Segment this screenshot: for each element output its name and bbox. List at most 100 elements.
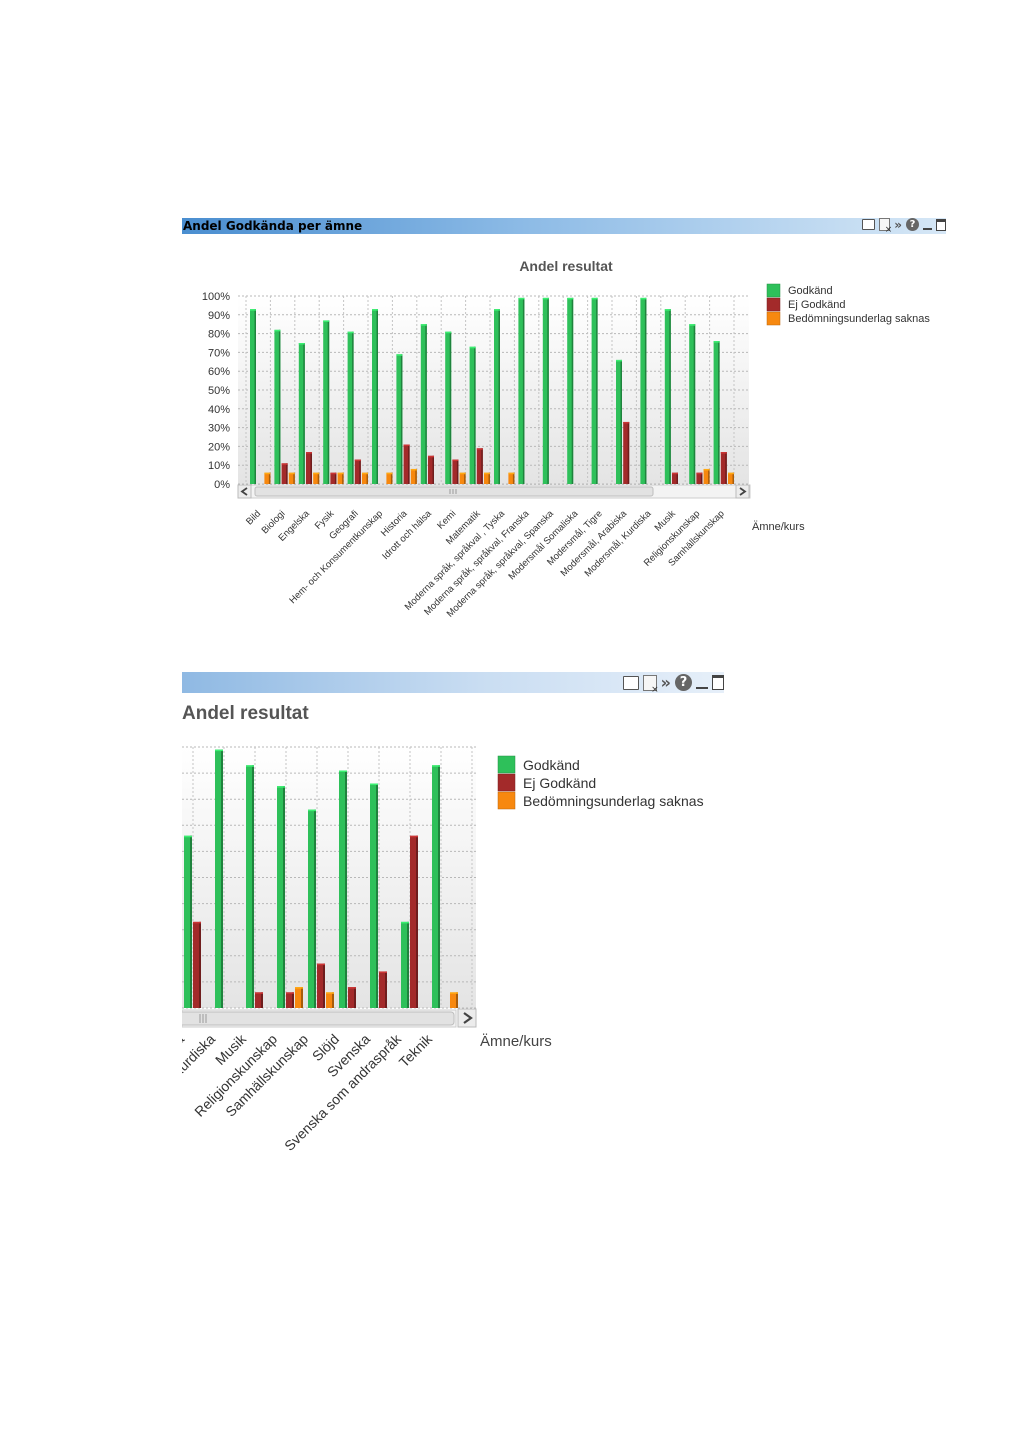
bar-godk-nd-5[interactable]: [339, 770, 347, 1008]
chart-panel-zoomed: » ? Andel resultat kaKurdiskaMusikReligi…: [182, 672, 724, 1172]
bar-ej-godk-nd-2[interactable]: [306, 452, 312, 484]
bar-ej-godk-nd-3[interactable]: [330, 472, 337, 484]
clear-selection-icon[interactable]: [642, 674, 659, 695]
bar-ej-godk-nd-7[interactable]: [428, 455, 434, 484]
bar-godk-nd-7[interactable]: [401, 921, 409, 1008]
print-icon[interactable]: [862, 219, 876, 230]
bar-ej-godk-nd-0[interactable]: [193, 921, 201, 1008]
help-icon[interactable]: ?: [906, 218, 919, 231]
bar-godk-nd-10[interactable]: [494, 309, 500, 484]
legend-swatch: [497, 773, 516, 792]
maximize-icon[interactable]: [712, 675, 724, 690]
bar-godk-nd-1[interactable]: [274, 329, 281, 484]
bar-godk-nd-7[interactable]: [420, 324, 427, 484]
bar-godk-nd-1[interactable]: [215, 749, 223, 1008]
bar-bed-mningsunderlag-saknas-18[interactable]: [703, 468, 710, 484]
chart-1: Andel resultat 0% 10% 20% 30% 40% 50% 60% 70% 80…: [202, 258, 931, 620]
maximize-icon[interactable]: [936, 218, 946, 231]
help-icon[interactable]: ?: [675, 674, 692, 691]
bar-ej-godk-nd-7[interactable]: [410, 835, 418, 1008]
bar-godk-nd-19[interactable]: [713, 341, 720, 484]
bar-bed-mningsunderlag-saknas-10[interactable]: [508, 472, 515, 484]
y-tick-label: 60%: [208, 366, 230, 378]
y-tick-label: 30%: [208, 423, 230, 435]
bar-bed-mningsunderlag-saknas-8[interactable]: [450, 992, 458, 1008]
more-icon[interactable]: »: [660, 672, 671, 692]
bar-ej-godk-nd-3[interactable]: [286, 992, 294, 1008]
bar-bed-mningsunderlag-saknas-1[interactable]: [288, 472, 295, 484]
bar-ej-godk-nd-15[interactable]: [623, 421, 630, 484]
bar-ej-godk-nd-17[interactable]: [672, 472, 678, 484]
bar-bed-mningsunderlag-saknas-0[interactable]: [264, 472, 271, 484]
bar-ej-godk-nd-5[interactable]: [348, 987, 356, 1008]
scroll-left-button[interactable]: [237, 484, 252, 499]
bar-godk-nd-0[interactable]: [250, 309, 256, 484]
bar-ej-godk-nd-6[interactable]: [379, 971, 387, 1008]
bar-godk-nd-4[interactable]: [308, 809, 316, 1008]
bar-bed-mningsunderlag-saknas-4[interactable]: [326, 992, 334, 1008]
bar-bed-mningsunderlag-saknas-3[interactable]: [295, 987, 303, 1008]
chevron-right-icon: [463, 1012, 473, 1024]
legend-item[interactable]: Godkänd: [497, 755, 580, 774]
scrollbar-thumb[interactable]: [254, 486, 654, 497]
horizontal-scrollbar[interactable]: [182, 1008, 477, 1028]
x-axis-title: Ämne/kurs: [480, 1033, 552, 1050]
bar-godk-nd-18[interactable]: [689, 324, 696, 484]
bar-godk-nd-2[interactable]: [298, 343, 305, 484]
print-icon[interactable]: [622, 675, 639, 690]
scroll-right-button[interactable]: [735, 484, 750, 499]
bar-godk-nd-13[interactable]: [567, 297, 574, 484]
y-tick-label: 80%: [208, 329, 230, 341]
bar-bed-mningsunderlag-saknas-3[interactable]: [337, 472, 344, 484]
bar-godk-nd-17[interactable]: [664, 309, 671, 484]
bar-bed-mningsunderlag-saknas-2[interactable]: [313, 472, 320, 484]
bar-godk-nd-3[interactable]: [277, 786, 285, 1008]
bar-ej-godk-nd-18[interactable]: [696, 472, 703, 484]
horizontal-scrollbar[interactable]: [237, 484, 751, 499]
bar-ej-godk-nd-4[interactable]: [354, 459, 361, 484]
bar-godk-nd-12[interactable]: [542, 297, 549, 484]
bar-godk-nd-8[interactable]: [432, 765, 440, 1008]
bar-godk-nd-6[interactable]: [370, 783, 378, 1008]
bar-bed-mningsunderlag-saknas-6[interactable]: [410, 468, 417, 484]
legend-item[interactable]: Ej Godkänd: [497, 773, 596, 792]
bar-godk-nd-14[interactable]: [591, 297, 598, 484]
bar-ej-godk-nd-4[interactable]: [317, 963, 325, 1008]
bar-ej-godk-nd-6[interactable]: [403, 444, 410, 484]
grip-icon: [199, 1014, 207, 1023]
bar-godk-nd-5[interactable]: [372, 309, 378, 484]
y-tick-label: 20%: [208, 441, 230, 453]
bar-godk-nd-11[interactable]: [518, 297, 525, 484]
bar-bed-mningsunderlag-saknas-8[interactable]: [459, 472, 466, 484]
bar-ej-godk-nd-1[interactable]: [281, 463, 288, 484]
minimize-icon[interactable]: [696, 677, 708, 689]
bar-godk-nd-15[interactable]: [616, 359, 622, 484]
bar-godk-nd-4[interactable]: [347, 331, 354, 484]
clear-selection-icon[interactable]: [879, 218, 892, 235]
bar-ej-godk-nd-8[interactable]: [452, 459, 459, 484]
y-tick-label: 10%: [208, 460, 230, 472]
bar-ej-godk-nd-9[interactable]: [476, 448, 483, 484]
legend-item[interactable]: Godkänd: [766, 283, 833, 298]
bar-bed-mningsunderlag-saknas-4[interactable]: [362, 472, 368, 484]
scroll-right-button[interactable]: [457, 1008, 477, 1028]
minimize-icon[interactable]: [923, 220, 932, 230]
bar-godk-nd-8[interactable]: [445, 331, 452, 484]
legend-item[interactable]: Bedömningsunderlag saknas: [766, 311, 930, 326]
bar-bed-mningsunderlag-saknas-19[interactable]: [728, 472, 734, 484]
bar-ej-godk-nd-19[interactable]: [720, 452, 727, 484]
bar-bed-mningsunderlag-saknas-9[interactable]: [484, 472, 490, 484]
caption-icons: » ?: [862, 217, 946, 235]
bar-godk-nd-9[interactable]: [469, 346, 476, 484]
bar-godk-nd-6[interactable]: [396, 354, 403, 484]
scrollbar-thumb[interactable]: [182, 1011, 455, 1026]
more-icon[interactable]: »: [894, 217, 902, 232]
bar-godk-nd-3[interactable]: [323, 320, 330, 484]
bar-bed-mningsunderlag-saknas-5[interactable]: [386, 472, 393, 484]
bar-ej-godk-nd-2[interactable]: [255, 992, 263, 1008]
bar-godk-nd-0[interactable]: [184, 835, 192, 1008]
legend-item[interactable]: Ej Godkänd: [766, 297, 845, 312]
bar-godk-nd-16[interactable]: [640, 297, 647, 484]
legend-item[interactable]: Bedömningsunderlag saknas: [497, 791, 704, 810]
bar-godk-nd-2[interactable]: [246, 765, 254, 1008]
